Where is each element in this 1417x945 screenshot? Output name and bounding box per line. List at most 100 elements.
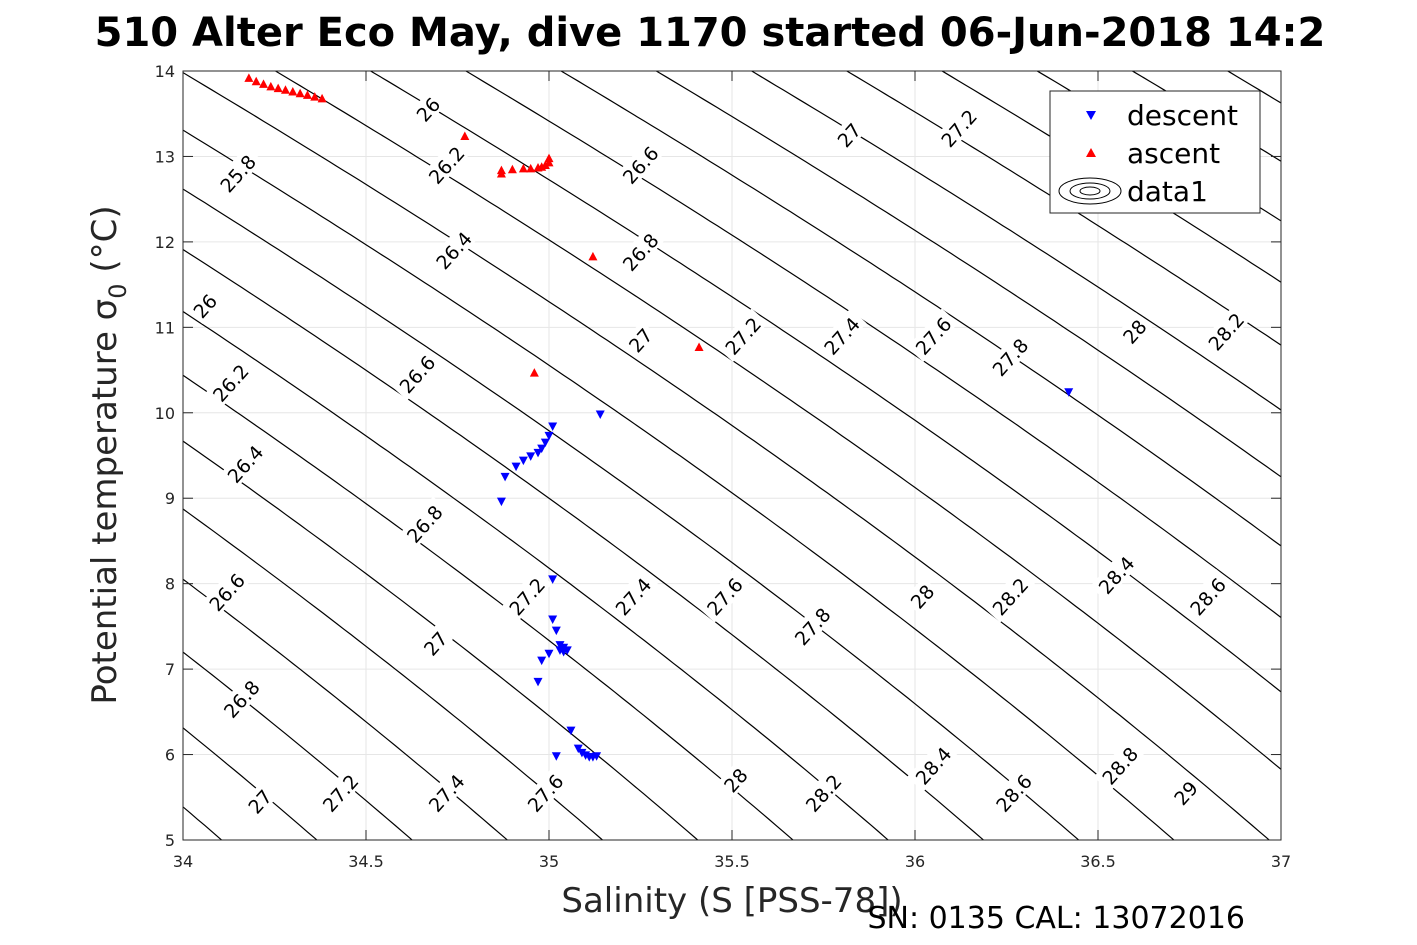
contour-line — [183, 651, 413, 840]
ascent-point — [529, 368, 539, 377]
contour-line — [183, 71, 1271, 840]
y-tick-label: 6 — [165, 746, 175, 765]
descent-point — [548, 575, 558, 584]
descent-point — [548, 422, 558, 431]
ascent-point — [507, 164, 517, 174]
contour-label-background — [1181, 569, 1233, 623]
x-tick-label: 35.5 — [714, 852, 750, 871]
contour-label-background — [614, 224, 666, 279]
contour-label-background — [215, 671, 267, 726]
contour-label-background — [606, 569, 659, 623]
descent-point — [551, 626, 561, 636]
contour-label-background — [390, 346, 443, 401]
axis-ticks: 34 34.5 35 35.5 36 36.5 37 5 6 7 8 9 10 11 12 13 14 — [155, 62, 1292, 871]
contour-label-background — [1166, 773, 1204, 811]
contour-label-background — [420, 137, 472, 192]
descent-point — [551, 752, 561, 761]
contour-label-background — [204, 355, 256, 409]
y-axis-title: Potential temperature σ0 (°C) — [85, 205, 132, 704]
contour-label-background — [983, 329, 1036, 384]
y-axis-title-unit: (°C) — [85, 205, 125, 283]
ascent-point — [540, 160, 550, 169]
contour-label-background — [621, 321, 658, 359]
contour-label-background — [906, 738, 959, 792]
contour-label-background — [416, 624, 453, 662]
contour-label-background — [716, 761, 754, 799]
contour-label-background — [698, 569, 750, 623]
x-tick-label: 35 — [539, 852, 559, 871]
contour-label-background — [1089, 547, 1142, 602]
contour-line — [183, 727, 318, 840]
ascent-point — [288, 87, 298, 96]
contour-line — [655, 71, 1281, 478]
contour-label-background — [987, 765, 1039, 820]
ascent-point — [694, 342, 704, 351]
y-tick-label: 13 — [155, 147, 175, 166]
y-tick-label: 14 — [155, 62, 175, 81]
descent-point — [555, 646, 565, 655]
contour-label-background — [420, 765, 472, 820]
contour-label-background — [815, 308, 867, 362]
contour-label-background — [903, 577, 940, 615]
descent-point — [511, 462, 521, 472]
ascent-point — [317, 93, 327, 103]
contour-label-background — [500, 569, 552, 623]
contour-label-background — [1093, 738, 1145, 792]
series-ascent — [244, 73, 704, 377]
y-axis-title-subscript: 0 — [104, 283, 132, 298]
ascent-point — [496, 165, 506, 175]
ascent-point — [251, 76, 261, 86]
y-tick-label: 8 — [165, 575, 175, 594]
ascent-point — [588, 251, 598, 261]
contour-label-background — [409, 90, 446, 128]
descent-point — [577, 748, 587, 758]
descent-point — [496, 497, 506, 507]
x-tick-label: 36.5 — [1080, 852, 1116, 871]
x-tick-label: 36 — [905, 852, 925, 871]
legend-marker-ascent — [1086, 148, 1096, 157]
y-tick-label: 12 — [155, 233, 175, 252]
contour-line — [183, 440, 699, 840]
contour-label-background — [398, 496, 450, 550]
descent-point — [566, 726, 576, 736]
contour-label-background — [786, 599, 838, 653]
descent-point — [544, 649, 554, 659]
descent-point — [595, 410, 605, 419]
y-tick-label: 5 — [165, 831, 175, 850]
legend-box — [1049, 90, 1261, 214]
contour-label-background — [614, 137, 666, 192]
legend-marker-descent — [1086, 111, 1096, 120]
contour-line — [274, 71, 1281, 771]
ascent-point — [460, 131, 470, 140]
descent-point — [544, 431, 554, 441]
contour-line — [559, 71, 1281, 547]
descent-point — [555, 641, 565, 650]
ascent-point — [244, 73, 254, 82]
chart-title: 510 Alter Eco May, dive 1170 started 06-… — [95, 10, 1326, 56]
contour-line — [183, 129, 1175, 840]
contour-label-background — [906, 308, 959, 362]
x-tick-label: 34.5 — [348, 852, 384, 871]
contour-label-background — [1199, 304, 1251, 358]
contour-label-background — [211, 146, 263, 200]
ascent-point — [310, 92, 320, 101]
ascent-point — [266, 81, 276, 91]
descent-point — [540, 438, 550, 448]
contour-line — [1226, 71, 1281, 104]
x-tick-label: 37 — [1271, 852, 1291, 871]
ascent-point — [544, 157, 554, 167]
contour-label-background — [218, 436, 271, 491]
ascent-point — [544, 153, 554, 163]
descent-point — [518, 456, 528, 466]
contour-label-background — [716, 308, 768, 362]
ascent-point — [302, 90, 312, 99]
y-tick-label: 11 — [155, 318, 175, 337]
descent-point — [537, 444, 547, 454]
contour-line — [845, 71, 1281, 346]
ascent-point — [295, 88, 305, 98]
y-tick-label: 9 — [165, 489, 175, 508]
contour-line — [183, 188, 1080, 840]
density-contours — [183, 71, 1281, 840]
contour-label-background — [240, 782, 278, 820]
descent-point — [592, 752, 602, 761]
